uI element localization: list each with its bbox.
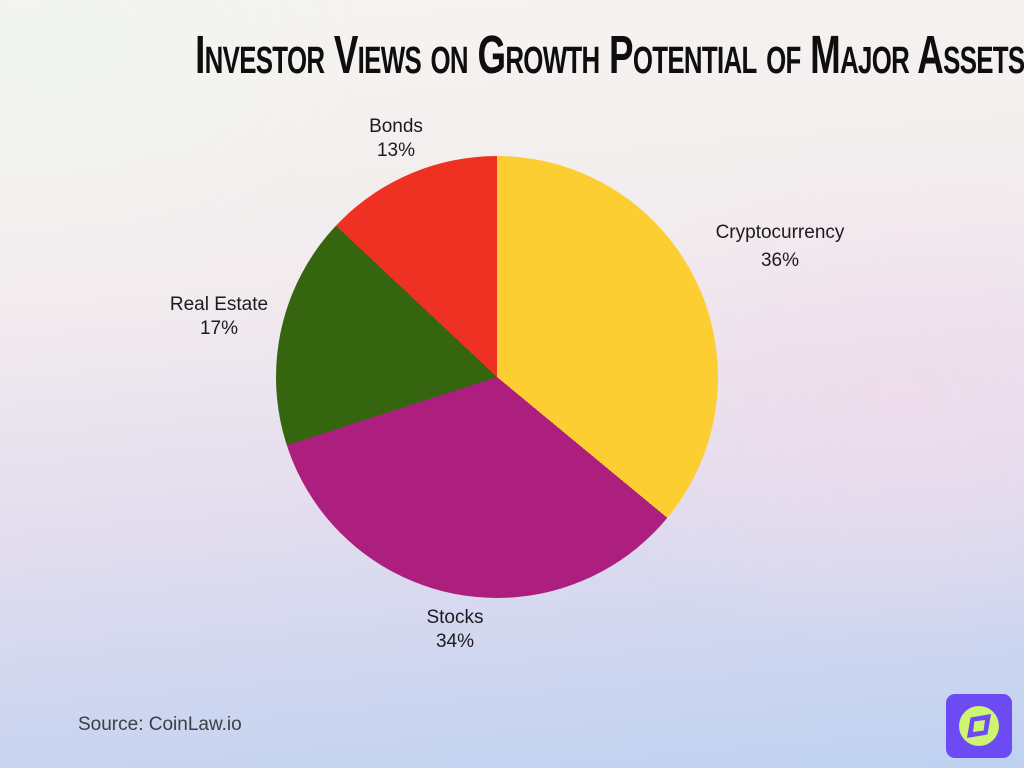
slice-name: Stocks — [426, 607, 484, 628]
slice-name: Bonds — [369, 116, 423, 137]
slice-percent: 13% — [376, 140, 416, 161]
slice-percent: 34% — [435, 631, 475, 652]
slice-label-bonds: Bonds 13% — [336, 115, 456, 163]
chart-title-text: Investor Views on Growth Potential of Ma… — [195, 25, 1024, 85]
slice-label-real-estate: Real Estate 17% — [129, 293, 309, 341]
chart-title: Investor Views on Growth Potential of Ma… — [0, 24, 1024, 86]
slice-name: Real Estate — [169, 294, 269, 315]
slice-label-cryptocurrency: Cryptocurrency 36% — [692, 219, 868, 275]
compass-logo-icon — [946, 694, 1012, 758]
logo-compass-needle-inner — [972, 719, 986, 733]
source-attribution: Source: CoinLaw.io — [78, 714, 242, 735]
pie-chart — [276, 156, 718, 598]
slice-percent: 36% — [760, 250, 800, 271]
slice-label-stocks: Stocks 34% — [395, 606, 515, 654]
slice-name: Cryptocurrency — [715, 222, 845, 243]
slice-percent: 17% — [199, 318, 239, 339]
